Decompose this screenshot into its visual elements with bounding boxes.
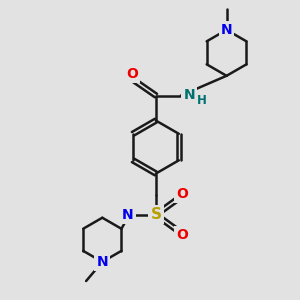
Text: N: N (97, 255, 108, 269)
Text: S: S (150, 207, 161, 222)
Text: N: N (122, 208, 134, 222)
Text: N: N (183, 88, 195, 102)
Text: O: O (126, 67, 138, 81)
Text: O: O (176, 228, 188, 242)
Text: H: H (197, 94, 207, 107)
Text: N: N (221, 23, 232, 37)
Text: O: O (176, 187, 188, 201)
